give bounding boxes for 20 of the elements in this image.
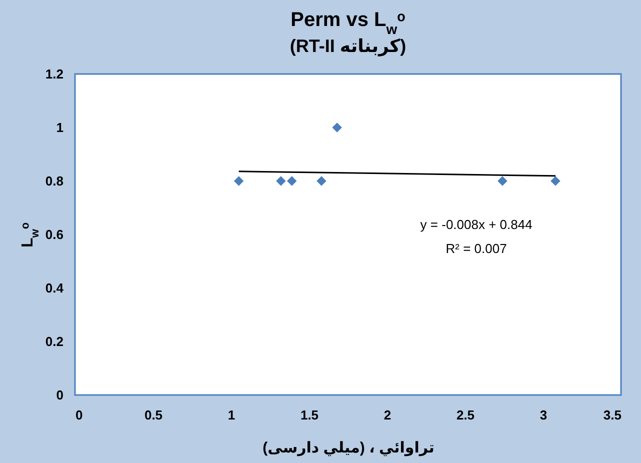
chart-subtitle: (کربناته RT-II) — [290, 36, 406, 57]
annotation: R² = 0.007 — [446, 240, 507, 256]
x-tick-label: 0 — [76, 408, 83, 422]
y-tick-label: 0.2 — [45, 334, 64, 349]
x-tick-label: 1 — [228, 408, 236, 422]
y-tick-label: 1 — [56, 120, 64, 135]
chart-title: Perm vs L$_{w}$ᵒ — [290, 9, 406, 37]
x-tick-label: 2 — [384, 408, 392, 422]
x-tick-label: 3.5 — [603, 408, 622, 422]
x-axis-title: تراوائي ، (ميلي دارسی) — [262, 440, 434, 456]
x-tick-label: 1.5 — [300, 408, 319, 422]
x-tick-label: 2.5 — [456, 408, 475, 422]
y-tick-label: 0 — [56, 388, 64, 402]
y-tick-label: 1.2 — [45, 66, 64, 82]
x-tick-label: 3 — [540, 408, 548, 422]
annotation: y = -0.008x + 0.844 — [420, 216, 532, 232]
x-tick-label: 0.5 — [144, 408, 163, 422]
y-tick-label: 0.8 — [45, 174, 64, 188]
y-tick-label: 0.6 — [45, 227, 64, 242]
y-tick-label: 0.4 — [45, 280, 64, 296]
